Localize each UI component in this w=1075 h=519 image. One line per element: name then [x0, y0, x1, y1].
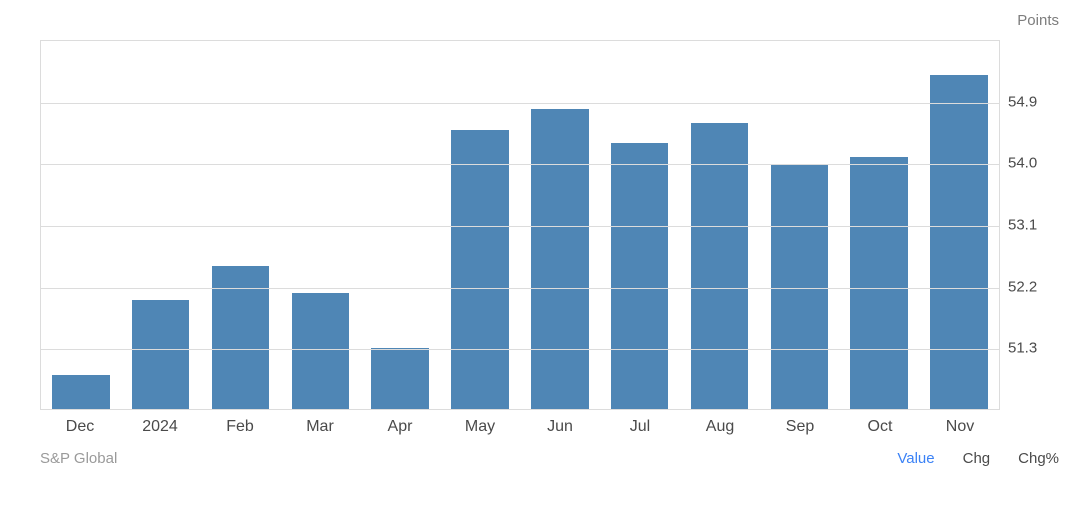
x-tick-label: Jul — [600, 414, 680, 436]
x-tick-label: Oct — [840, 414, 920, 436]
x-tick-label: Feb — [200, 414, 280, 436]
x-tick-label: Nov — [920, 414, 1000, 436]
x-tick-label: Apr — [360, 414, 440, 436]
x-tick-label: Dec — [40, 414, 120, 436]
bar[interactable] — [930, 75, 987, 409]
bar[interactable] — [531, 109, 588, 409]
bar-slot — [201, 41, 281, 409]
bar-slot — [520, 41, 600, 409]
grid-line — [41, 288, 999, 289]
legend-item-chg[interactable]: Chg — [963, 450, 991, 467]
chart-container: Points Dec2024FebMarAprMayJunJulAugSepOc… — [0, 0, 1075, 519]
y-tick-label: 53.1 — [1008, 217, 1037, 234]
y-tick-label: 54.9 — [1008, 93, 1037, 110]
bar-slot — [360, 41, 440, 409]
bar-slot — [280, 41, 360, 409]
plot-area — [40, 40, 1000, 410]
y-axis-unit: Points — [1017, 12, 1059, 29]
chart-footer: S&P Global Value Chg Chg% — [40, 450, 1059, 467]
x-tick-label: May — [440, 414, 520, 436]
bar[interactable] — [371, 348, 428, 409]
bar-slot — [839, 41, 919, 409]
x-tick-label: Jun — [520, 414, 600, 436]
legend-item-value[interactable]: Value — [897, 450, 934, 467]
bar[interactable] — [451, 130, 508, 409]
y-tick-label: 51.3 — [1008, 340, 1037, 357]
grid-line — [41, 103, 999, 104]
bar[interactable] — [771, 164, 828, 409]
bar-group — [41, 41, 999, 409]
bar[interactable] — [132, 300, 189, 409]
grid-line — [41, 349, 999, 350]
source-label: S&P Global — [40, 450, 117, 467]
x-tick-label: 2024 — [120, 414, 200, 436]
x-tick-label: Mar — [280, 414, 360, 436]
x-tick-label: Aug — [680, 414, 760, 436]
bar-slot — [121, 41, 201, 409]
bar-slot — [41, 41, 121, 409]
legend: Value Chg Chg% — [897, 450, 1059, 467]
bar[interactable] — [292, 293, 349, 409]
bar-slot — [919, 41, 999, 409]
bar-slot — [600, 41, 680, 409]
bar[interactable] — [52, 375, 109, 409]
legend-item-chgpct[interactable]: Chg% — [1018, 450, 1059, 467]
bar[interactable] — [691, 123, 748, 409]
y-tick-label: 54.0 — [1008, 155, 1037, 172]
bar-slot — [680, 41, 760, 409]
grid-line — [41, 226, 999, 227]
x-axis-labels: Dec2024FebMarAprMayJunJulAugSepOctNov — [40, 414, 1000, 436]
x-tick-label: Sep — [760, 414, 840, 436]
bar[interactable] — [611, 143, 668, 409]
y-tick-label: 52.2 — [1008, 278, 1037, 295]
bar[interactable] — [850, 157, 907, 409]
bar-slot — [440, 41, 520, 409]
bar-slot — [759, 41, 839, 409]
grid-line — [41, 164, 999, 165]
